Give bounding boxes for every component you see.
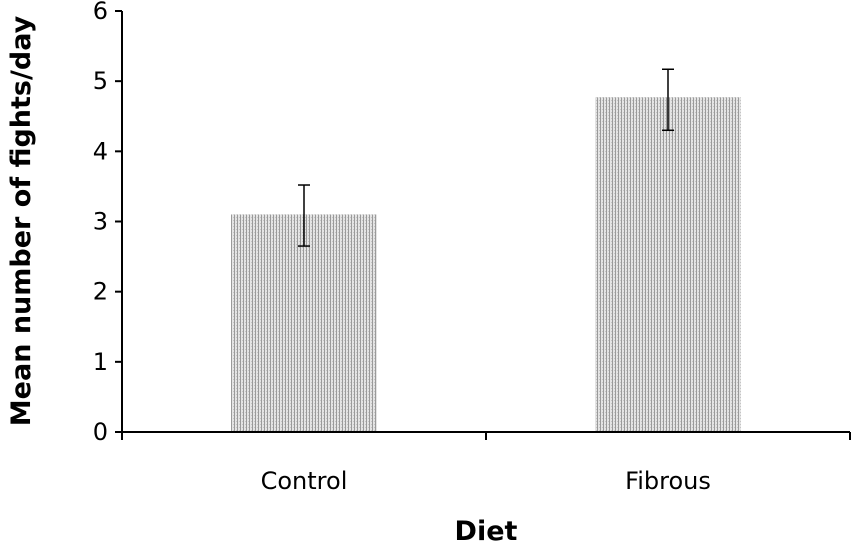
- x-axis-title: Diet: [455, 516, 518, 544]
- y-tick-label: 4: [93, 137, 108, 165]
- bar: [595, 97, 741, 433]
- y-tick-label: 6: [93, 0, 108, 25]
- y-tick-label: 2: [93, 278, 108, 306]
- x-tick-label: Control: [261, 467, 348, 495]
- x-tick-label: Fibrous: [625, 467, 711, 495]
- axes-group: [115, 10, 851, 440]
- error-bars-group: [298, 68, 674, 247]
- y-tick-label: 5: [93, 67, 108, 95]
- y-tick-label: 1: [93, 348, 108, 376]
- bars-group: [231, 97, 741, 433]
- y-axis-title: Mean number of fights/day: [6, 15, 37, 426]
- y-tick-label: 3: [93, 208, 108, 236]
- bar: [231, 214, 377, 432]
- y-tick-label: 0: [93, 418, 108, 446]
- labels-group: Control Fibrous 0 1 2 3 4 5 6: [93, 0, 711, 495]
